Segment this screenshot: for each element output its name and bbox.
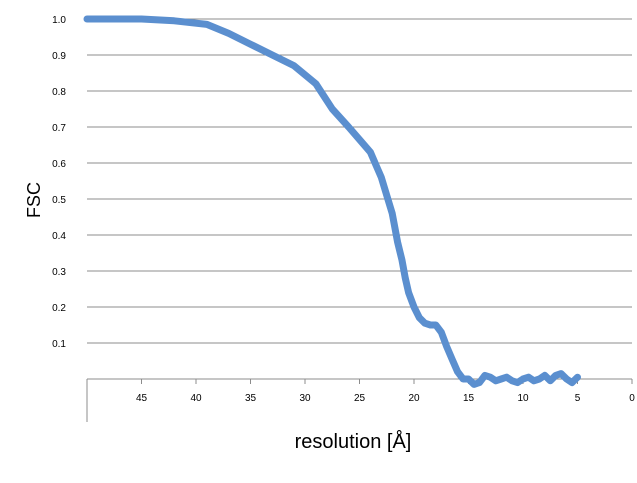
y-tick-label: 0.6: [52, 159, 66, 170]
x-axis-label: resolution [Å]: [295, 430, 412, 453]
grid-lines: [86, 18, 632, 422]
y-tick-label: 1.0: [52, 15, 66, 26]
x-tick-label: 5: [575, 393, 581, 404]
y-tick-label: 0.4: [52, 231, 66, 242]
y-axis-label: FSC: [24, 182, 44, 218]
x-tick-label: 45: [136, 393, 148, 404]
y-tick-label: 0.2: [52, 303, 66, 314]
y-tick-label: 0.1: [52, 339, 66, 350]
y-tick-labels: 0.1 0.2 0.3 0.4 0.5 0.6 0.7 0.8 0.9 1.0: [52, 15, 66, 350]
y-tick-label: 0.9: [52, 51, 66, 62]
x-tick-label: 40: [190, 393, 202, 404]
fsc-curve: [83, 15, 581, 388]
y-tick-label: 0.8: [52, 87, 66, 98]
x-tick-label: 35: [245, 393, 257, 404]
x-tick-label: 0: [629, 393, 635, 404]
series-layer: [83, 15, 581, 388]
x-tick-label: 20: [408, 393, 420, 404]
x-tick-label: 15: [463, 393, 475, 404]
y-tick-label: 0.5: [52, 195, 66, 206]
y-tick-label: 0.3: [52, 267, 66, 278]
x-tick-label: 10: [517, 393, 529, 404]
x-tick-label: 30: [299, 393, 311, 404]
x-tick-labels: 45 40 35 30 25 20 15 10 5 0: [136, 379, 635, 404]
x-tick-label: 25: [354, 393, 366, 404]
y-tick-label: 0.7: [52, 123, 66, 134]
